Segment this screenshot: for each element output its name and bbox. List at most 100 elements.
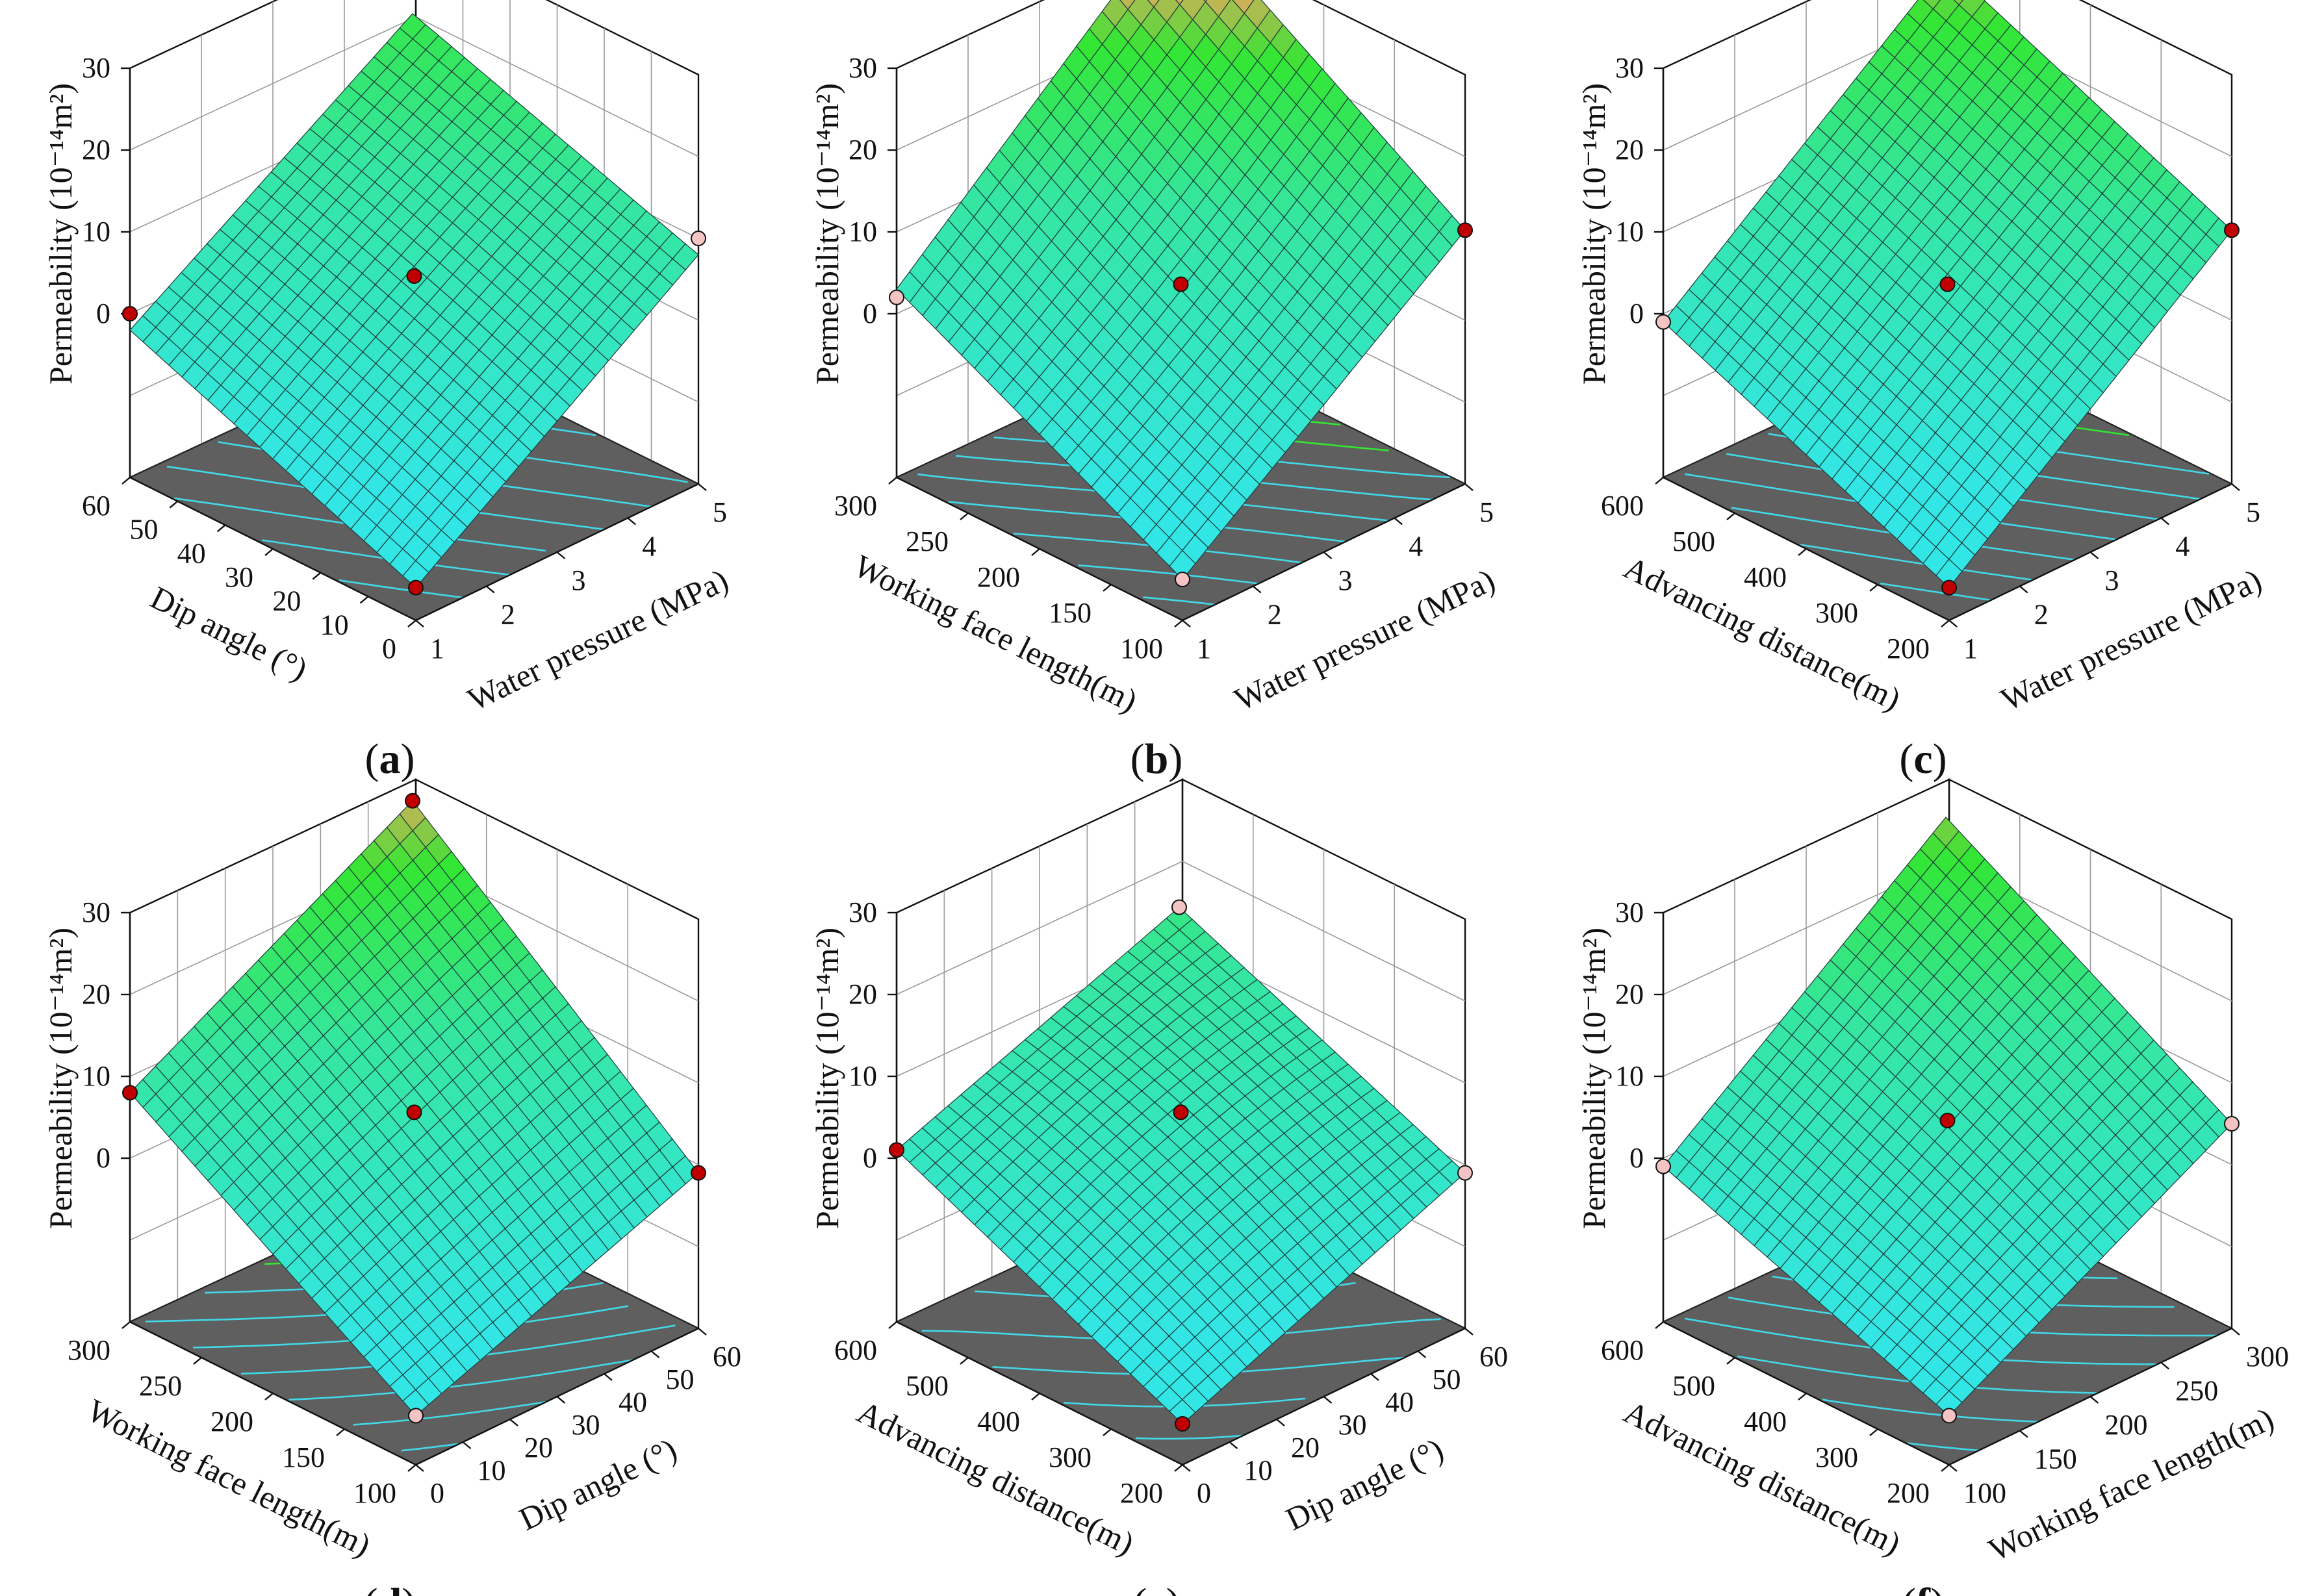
floor-contour bbox=[401, 1443, 460, 1452]
design-point bbox=[1457, 1165, 1473, 1181]
y-tick-label: 100 bbox=[1963, 1477, 2006, 1509]
y-tick-label: 2 bbox=[1268, 599, 1282, 631]
paren-close: ) bbox=[1930, 1580, 1945, 1596]
y-tick-label: 3 bbox=[2105, 564, 2119, 596]
y-tick-label: 200 bbox=[2105, 1409, 2148, 1441]
y-tick-label: 1 bbox=[1963, 633, 1978, 665]
x-tick-label: 500 bbox=[906, 1370, 949, 1402]
y-tick-mark bbox=[2019, 585, 2028, 594]
z-tick-label: 0 bbox=[1629, 1142, 1644, 1174]
y-tick-mark bbox=[485, 585, 495, 594]
x-tick-mark bbox=[193, 1357, 202, 1365]
z-tick-label: 10 bbox=[82, 1060, 110, 1092]
paren-open: ( bbox=[365, 735, 379, 783]
x-tick-mark bbox=[1031, 1393, 1040, 1400]
surface-cell bbox=[1147, 0, 1160, 8]
z-tick-label: 0 bbox=[96, 298, 110, 329]
y-tick-mark bbox=[2160, 517, 2170, 526]
x-tick-label: 200 bbox=[1120, 1477, 1163, 1509]
y-tick-mark bbox=[627, 517, 637, 526]
x-tick-label: 250 bbox=[906, 526, 949, 557]
z-tick-label: 10 bbox=[849, 1060, 877, 1092]
x-tick-label: 300 bbox=[1049, 1441, 1092, 1473]
z-tick-label: 20 bbox=[849, 134, 877, 166]
floor-contour bbox=[1143, 596, 1216, 606]
z-tick-label: 0 bbox=[96, 1142, 110, 1174]
y-tick-label: 150 bbox=[2034, 1443, 2077, 1475]
z-tick-label: 20 bbox=[82, 134, 110, 166]
x-tick-label: 500 bbox=[1672, 1370, 1715, 1402]
y-tick-mark bbox=[1229, 1441, 1238, 1449]
panel-label: (c) bbox=[1899, 735, 1947, 783]
y-tick-label: 4 bbox=[642, 531, 656, 563]
design-point bbox=[1171, 899, 1187, 915]
x-tick-mark bbox=[960, 513, 969, 520]
x-tick-label: 600 bbox=[834, 1334, 877, 1366]
response-surface bbox=[896, 906, 1466, 1425]
design-point bbox=[2224, 222, 2240, 238]
x-tick-label: 200 bbox=[1887, 633, 1930, 665]
design-point bbox=[406, 1104, 422, 1121]
x-tick-label: 60 bbox=[82, 490, 110, 522]
design-point bbox=[1939, 276, 1956, 292]
x-tick-mark bbox=[1798, 548, 1807, 556]
z-tick-label: 0 bbox=[863, 1142, 877, 1174]
design-point bbox=[1173, 276, 1189, 292]
y-tick-label: 0 bbox=[1197, 1477, 1211, 1509]
y-tick-mark bbox=[2019, 1430, 2028, 1438]
design-point bbox=[1457, 222, 1473, 238]
design-point bbox=[1655, 1158, 1671, 1174]
y-tick-label: 5 bbox=[2246, 496, 2260, 528]
x-tick-label: 40 bbox=[177, 537, 206, 569]
x-tick-mark bbox=[1941, 1464, 1950, 1472]
design-point bbox=[408, 579, 424, 596]
y-tick-mark bbox=[604, 1373, 613, 1381]
y-tick-label: 4 bbox=[1409, 531, 1423, 563]
x-tick-mark bbox=[888, 1321, 897, 1329]
y-tick-label: 50 bbox=[1433, 1363, 1461, 1395]
y-tick-label: 2 bbox=[2034, 599, 2049, 631]
y-tick-mark bbox=[2089, 1396, 2099, 1404]
x-tick-label: 200 bbox=[211, 1406, 253, 1438]
design-point bbox=[1655, 314, 1671, 330]
panel-letter: f bbox=[1916, 1580, 1931, 1596]
x-tick-label: 50 bbox=[129, 514, 158, 546]
response-surface bbox=[1663, 0, 2232, 589]
design-point bbox=[122, 1085, 138, 1101]
floor-contour bbox=[1135, 1434, 1244, 1440]
panel-label: (d) bbox=[364, 1580, 416, 1596]
x-tick-mark bbox=[407, 620, 416, 627]
z-tick-label: 20 bbox=[1615, 978, 1644, 1010]
surface-cell bbox=[1119, 0, 1136, 10]
z-tick-label: 10 bbox=[1615, 1060, 1644, 1092]
y-tick-label: 250 bbox=[2175, 1375, 2218, 1407]
x-tick-label: 400 bbox=[1744, 1406, 1787, 1438]
y-tick-label: 0 bbox=[430, 1477, 444, 1509]
z-tick-label: 10 bbox=[82, 216, 110, 247]
x-tick-mark bbox=[169, 500, 179, 509]
y-tick-mark bbox=[1182, 620, 1191, 627]
surface-cell bbox=[1169, 1399, 1196, 1425]
y-tick-label: 5 bbox=[713, 496, 727, 528]
y-tick-mark bbox=[415, 1464, 424, 1472]
floor-contour bbox=[1800, 544, 2034, 581]
y-tick-mark bbox=[556, 551, 566, 559]
y-tick-mark bbox=[1252, 585, 1262, 594]
x-tick-mark bbox=[1726, 1357, 1735, 1365]
y-axis-title: Water pressure (MPa) bbox=[1229, 561, 1500, 718]
y-tick-mark bbox=[1464, 483, 1474, 491]
x-tick-mark bbox=[216, 524, 226, 533]
x-tick-mark bbox=[1103, 1428, 1112, 1436]
surface-cell bbox=[402, 560, 429, 589]
x-tick-mark bbox=[1031, 548, 1040, 556]
x-tick-label: 10 bbox=[320, 609, 349, 640]
y-tick-label: 50 bbox=[666, 1363, 695, 1395]
paren-open: ( bbox=[1899, 735, 1913, 783]
design-point bbox=[1941, 579, 1957, 596]
y-tick-mark bbox=[509, 1419, 518, 1426]
